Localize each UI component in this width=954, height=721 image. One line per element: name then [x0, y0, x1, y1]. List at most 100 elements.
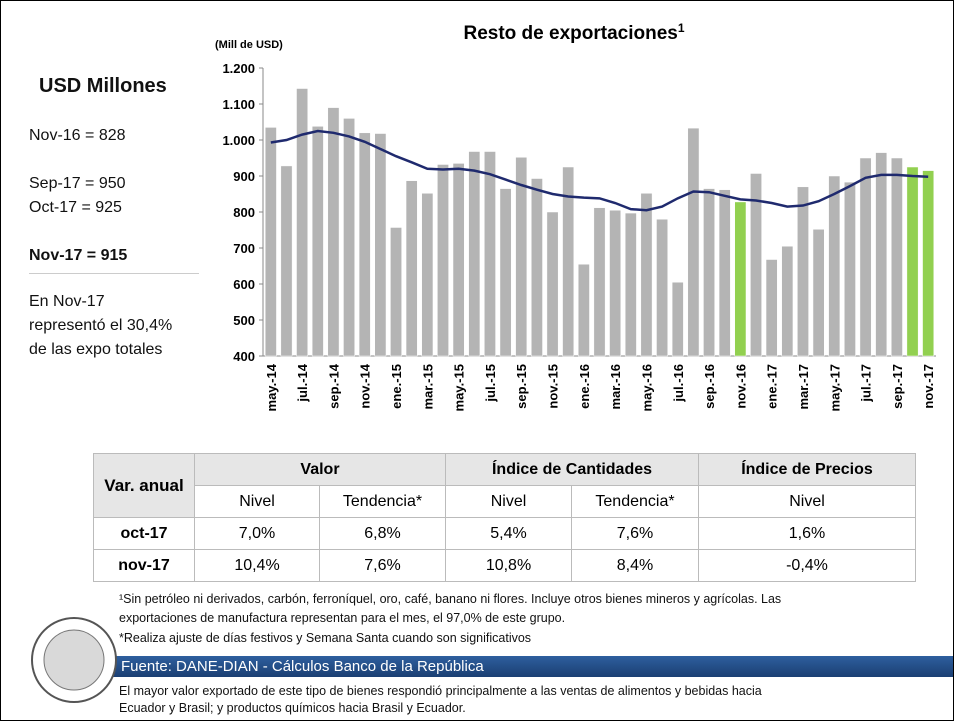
bar: [562, 166, 575, 357]
x-tick-label: jul.-14: [295, 363, 310, 402]
x-tick-label: nov.-14: [358, 363, 373, 408]
title-note: 1: [678, 21, 685, 35]
bar: [296, 88, 309, 357]
bar: [859, 157, 872, 357]
table-sub: Nivel: [445, 485, 572, 518]
bar: [358, 132, 371, 357]
footnote: exportaciones de manufactura representan…: [119, 611, 566, 625]
x-tick-label: ene.-17: [765, 364, 780, 409]
bar: [875, 152, 888, 357]
bar: [797, 186, 809, 357]
cell: 8,4%: [571, 549, 699, 582]
chart: Resto de exportaciones1 (Mill de USD) 40…: [215, 21, 936, 411]
y-tick-label: 1.200: [222, 61, 255, 76]
bar: [437, 164, 449, 357]
y-tick-label: 500: [233, 313, 255, 328]
x-tick-label: sep.-14: [326, 363, 341, 409]
title-text: Resto de exportaciones: [463, 23, 677, 44]
x-tick-label: nov.-16: [733, 364, 748, 409]
bar: [765, 259, 778, 357]
bar: [812, 229, 825, 357]
cell: -0,4%: [698, 549, 916, 582]
logo-face: [43, 629, 105, 691]
y-axis-label: (Mill de USD): [215, 39, 283, 51]
table-group: Valor: [194, 453, 446, 486]
source: Fuente: DANE-DIAN - Cálculos Banco de la…: [121, 658, 484, 675]
bar: [703, 188, 715, 357]
bar: [452, 163, 465, 357]
bottom-text: Ecuador y Brasil; y productos químicos h…: [119, 701, 466, 715]
side-value: Sep-17 = 950: [29, 175, 126, 192]
y-tick-label: 900: [233, 169, 255, 184]
bar: [609, 209, 622, 357]
bar: [734, 201, 747, 357]
bar: [531, 178, 543, 357]
bar: [781, 245, 794, 357]
bar: [750, 173, 762, 357]
side-note: representó el 30,4%: [29, 317, 173, 334]
x-tick-label: may.-15: [452, 364, 467, 411]
x-tick-label: ene.-15: [389, 364, 404, 409]
x-tick-label: ene.-16: [577, 364, 592, 409]
bar: [280, 165, 293, 357]
table-group: Índice de Precios: [698, 453, 916, 486]
side-value: Nov-17 = 915: [29, 247, 199, 274]
side-note: de las expo totales: [29, 341, 163, 358]
bar: [656, 218, 668, 357]
bar: [687, 127, 700, 357]
x-tick-label: mar.-15: [420, 364, 435, 410]
x-tick-label: jul.-17: [859, 364, 874, 403]
cell: 10,4%: [194, 549, 320, 582]
bar: [390, 227, 402, 357]
y-tick-label: 600: [233, 277, 255, 292]
cell: 7,6%: [571, 517, 699, 550]
table-sub: Tendencia*: [571, 485, 699, 518]
x-tick-label: sep.-15: [514, 364, 529, 409]
y-tick-label: 700: [233, 241, 255, 256]
bar: [264, 127, 277, 357]
table-corner: Var. anual: [93, 453, 195, 518]
y-tick-label: 1.000: [222, 133, 255, 148]
cell: 7,0%: [194, 517, 320, 550]
x-tick-label: sep.-16: [702, 364, 717, 409]
x-tick-label: nov.-15: [546, 364, 561, 409]
x-tick-label: sep.-17: [890, 364, 905, 409]
logo: [31, 617, 117, 703]
x-tick-label: mar.-16: [608, 364, 623, 410]
bar: [327, 107, 340, 357]
side-value: Nov-16 = 828: [29, 127, 126, 144]
bar: [405, 180, 418, 357]
y-tick-label: 400: [233, 349, 255, 364]
chart-title: Resto de exportaciones1: [463, 21, 684, 44]
table-sub: Nivel: [194, 485, 320, 518]
bar: [718, 189, 731, 357]
bar: [311, 126, 324, 357]
bar: [671, 281, 684, 357]
bar: [624, 212, 637, 357]
trend-line: [270, 129, 929, 212]
cell: 7,6%: [319, 549, 446, 582]
bar: [499, 188, 512, 357]
table-group: Índice de Cantidades: [445, 453, 699, 486]
cell: 10,8%: [445, 549, 572, 582]
bar: [343, 118, 355, 357]
x-tick-label: mar.-17: [796, 364, 811, 410]
cell: 5,4%: [445, 517, 572, 550]
cell: 6,8%: [319, 517, 446, 550]
table: Var. anual Valor Índice de Cantidades Ín…: [93, 453, 916, 582]
side-heading: USD Millones: [39, 75, 167, 97]
side-note: En Nov-17: [29, 293, 105, 310]
row-label: oct-17: [93, 517, 195, 550]
y-tick-label: 1.100: [222, 97, 255, 112]
bar: [468, 151, 481, 357]
x-tick-label: may.-14: [264, 363, 279, 411]
bottom-text: El mayor valor exportado de este tipo de…: [119, 684, 762, 698]
footnote: ¹Sin petróleo ni derivados, carbón, ferr…: [119, 592, 782, 606]
bar: [890, 157, 903, 357]
table-sub: Nivel: [698, 485, 916, 518]
bar: [484, 151, 496, 357]
x-tick-label: may.-16: [639, 364, 654, 411]
bar: [515, 157, 528, 357]
bar: [640, 193, 653, 357]
